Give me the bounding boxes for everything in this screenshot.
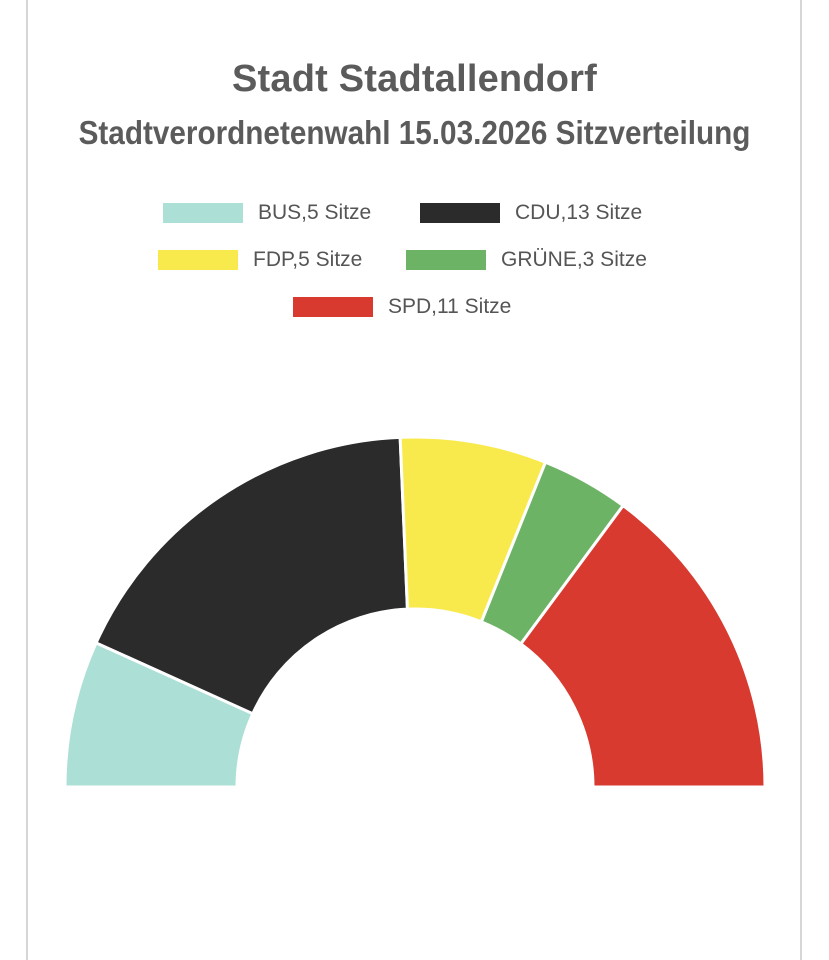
- legend-item-cdu: CDU,13 Sitze: [420, 201, 642, 225]
- legend-swatch-cdu: [420, 203, 500, 223]
- segment-spd: [518, 503, 767, 789]
- chart-segments: [63, 435, 767, 789]
- legend-item-fdp: FDP,5 Sitze: [158, 248, 362, 272]
- chart-subtitle: Stadtverordnetenwahl 15.03.2026 Sitzvert…: [78, 114, 751, 151]
- segment-cdu: [94, 435, 410, 716]
- legend-swatch-fdp: [158, 250, 238, 270]
- legend-swatch-bus: [163, 203, 243, 223]
- legend-label-fdp: FDP,5 Sitze: [253, 248, 363, 271]
- legend-label-bus: BUS,5 Sitze: [258, 201, 372, 224]
- chart-title: Stadt Stadtallendorf: [231, 58, 598, 100]
- legend-swatch-gruene: [406, 250, 486, 270]
- legend-item-spd: SPD,11 Sitze: [293, 295, 511, 319]
- legend-swatch-spd: [293, 297, 373, 317]
- legend-label-gruene: GRÜNE,3 Sitze: [501, 248, 647, 271]
- legend-item-bus: BUS,5 Sitze: [163, 201, 371, 225]
- legend-item-gruene: GRÜNE,3 Sitze: [406, 248, 647, 272]
- legend-label-spd: SPD,11 Sitze: [388, 295, 512, 318]
- legend-label-cdu: CDU,13 Sitze: [515, 201, 643, 224]
